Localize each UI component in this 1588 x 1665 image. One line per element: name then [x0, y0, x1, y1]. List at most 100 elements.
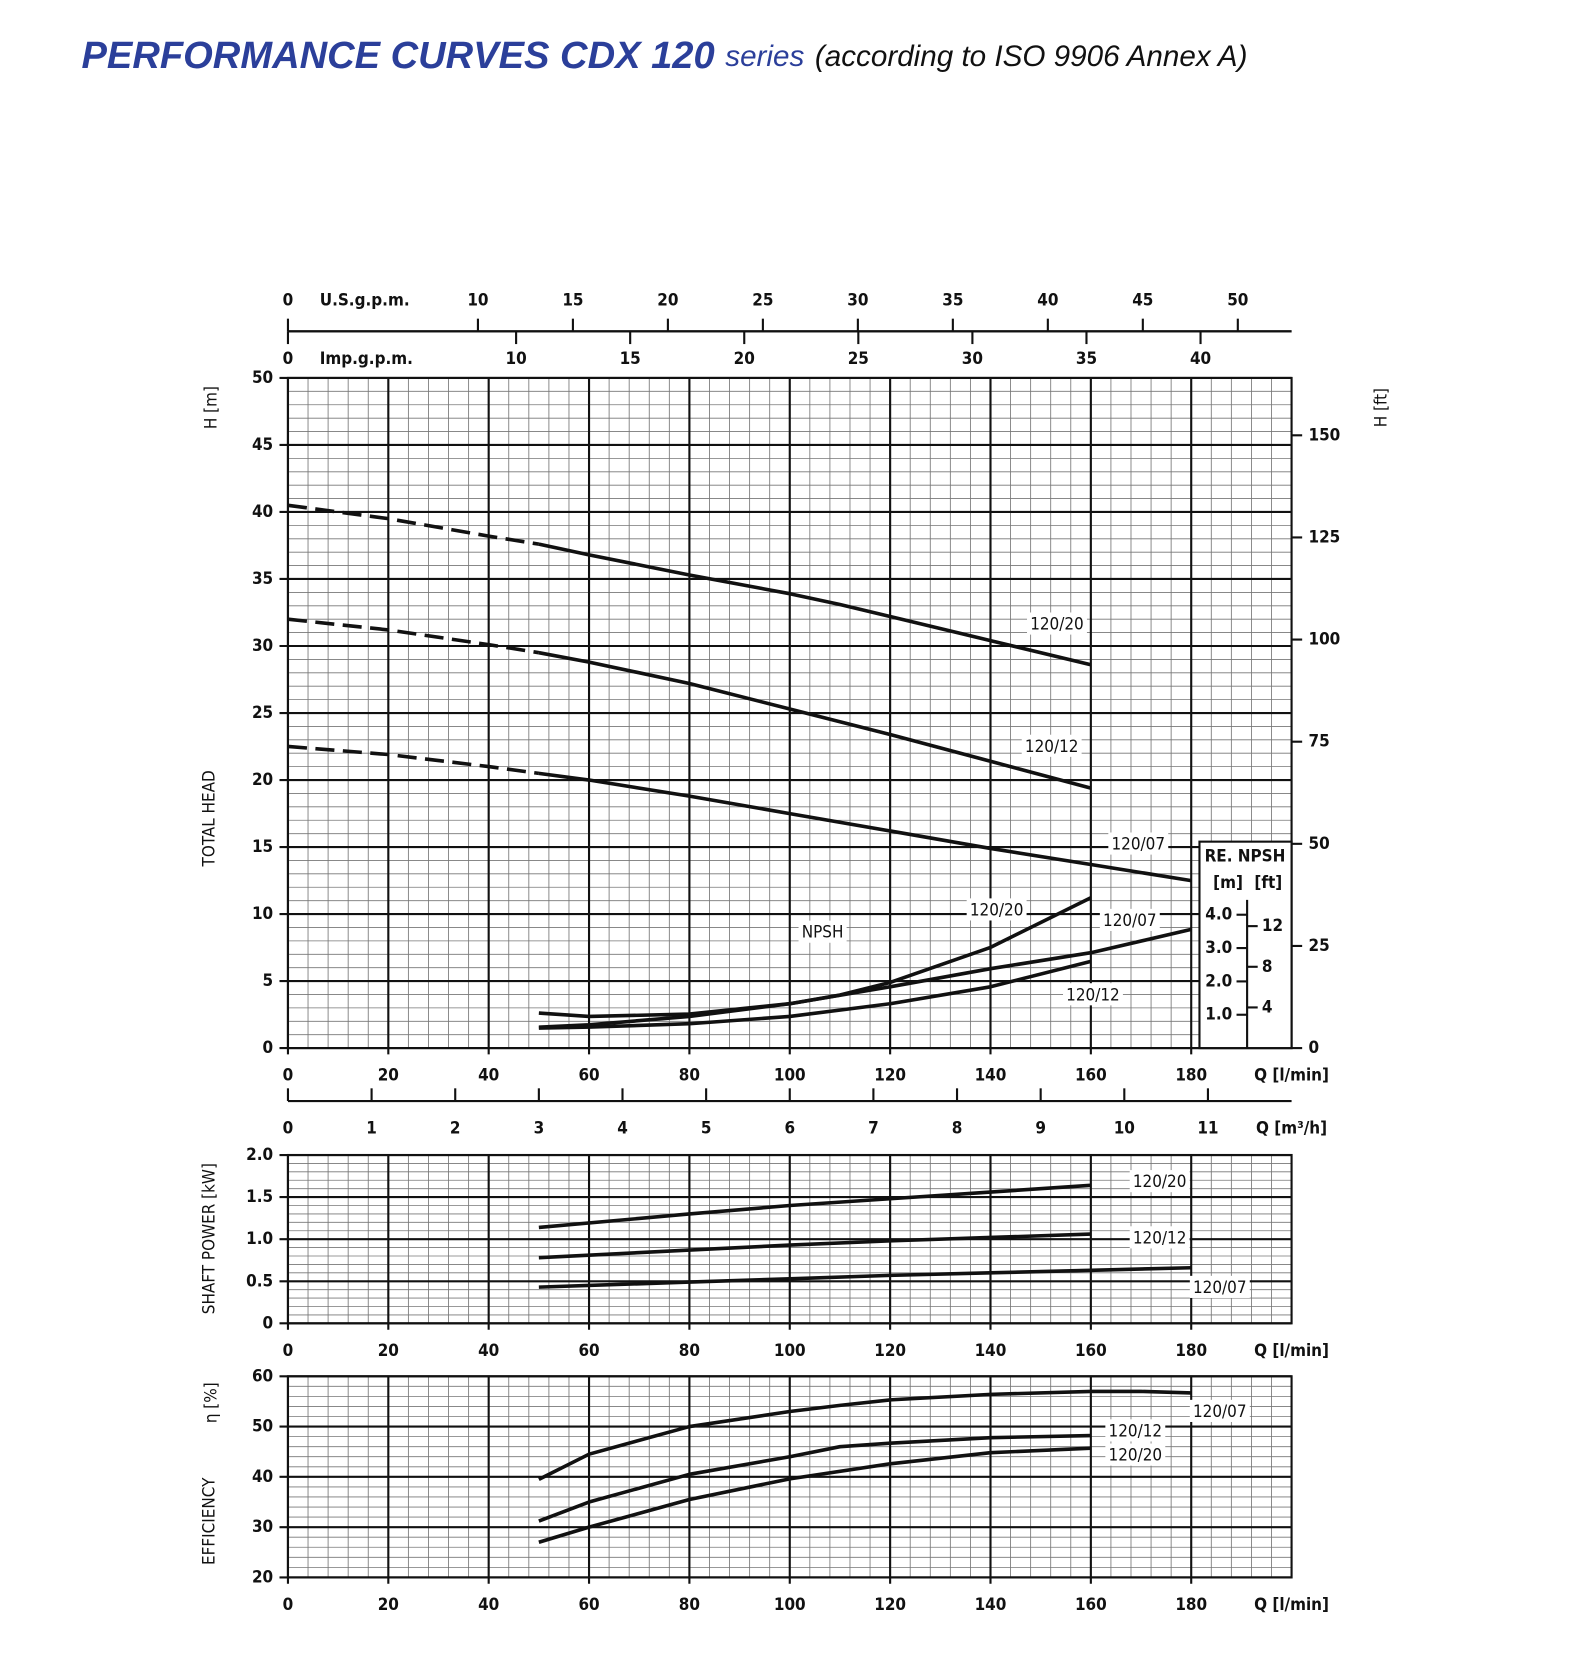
y-tick-label: 30 [252, 1516, 273, 1536]
x-tick-label: 0 [283, 1594, 294, 1614]
y2-axis-label: H [ft] [1371, 388, 1391, 427]
x-tick-label: 80 [679, 1594, 700, 1614]
npsh-ft-tick-label: 8 [1262, 956, 1273, 976]
x-tick-label: 140 [975, 1340, 1007, 1360]
x-tick-label: 180 [1175, 1340, 1207, 1360]
x-tick-label: 160 [1075, 1340, 1107, 1360]
y-tick-label: 20 [252, 769, 273, 789]
x-tick-label: 100 [774, 1594, 806, 1614]
label-background [1129, 1170, 1190, 1193]
npsh-inset-title: RE. NPSH [1205, 845, 1286, 865]
secondary-tick-label: 0 [283, 290, 294, 310]
x-tick-label: 120 [874, 1594, 906, 1614]
series-line [538, 650, 1092, 790]
npsh-m-tick-label: 1.0 [1205, 1004, 1232, 1024]
y-tick-label: 40 [252, 501, 273, 521]
x-tick-label: 40 [478, 1065, 499, 1085]
title-main: PERFORMANCE CURVES CDX 120 [82, 35, 715, 77]
x-tick-label: 160 [1075, 1065, 1107, 1085]
page-title: PERFORMANCE CURVES CDX 120 series (accordi… [82, 35, 1248, 77]
secondary-tick-label: 9 [1035, 1118, 1046, 1138]
secondary-tick-label: 1 [366, 1118, 377, 1138]
y-tick-label: 30 [252, 635, 273, 655]
x-tick-label: 60 [578, 1594, 599, 1614]
series-line [538, 1183, 1091, 1230]
y-tick-label: 1.5 [246, 1186, 273, 1206]
npsh-m-label: [m] [1213, 872, 1243, 892]
series-label: 120/20 [1133, 1171, 1187, 1191]
series-line [538, 1389, 1192, 1481]
npsh-inset [1198, 840, 1293, 1050]
y-tick-label: 35 [252, 568, 273, 588]
x-tick-label: 120 [874, 1340, 906, 1360]
plot-frame [286, 376, 1293, 1050]
x-tick-label: 100 [774, 1340, 806, 1360]
series-label: 120/07 [1111, 834, 1165, 854]
x-axis-label: Q [l/min] [1254, 1065, 1329, 1085]
y-axis-label: EFFICIENCY [199, 1477, 219, 1565]
npsh-ft-tick-label: 12 [1262, 915, 1283, 935]
x-tick-label: 120 [874, 1065, 906, 1085]
series-line [287, 744, 540, 776]
npsh-m-tick-label: 2.0 [1205, 970, 1232, 990]
plot-frame [286, 1375, 1293, 1579]
y-tick-label: 2.0 [246, 1144, 273, 1164]
secondary-tick-label: 20 [657, 290, 678, 310]
secondary-tick-label: 30 [962, 348, 983, 368]
series-line [287, 617, 540, 655]
title-standard: (according to ISO 9906 Annex A) [815, 40, 1248, 73]
npsh-annotation: NPSH [802, 922, 844, 942]
y2-tick-label: 125 [1309, 526, 1341, 546]
series-line [538, 771, 1192, 883]
x-tick-label: 40 [478, 1594, 499, 1614]
secondary-axis-label: Imp.g.p.m. [320, 348, 413, 368]
y2-tick-label: 150 [1309, 424, 1341, 444]
label-background [1189, 1275, 1250, 1298]
secondary-tick-label: 0 [283, 1118, 294, 1138]
npsh-ft-tick-label: 4 [1262, 996, 1273, 1016]
secondary-tick-label: 11 [1197, 1118, 1218, 1138]
secondary-tick-label: 20 [734, 348, 755, 368]
series-line [538, 959, 1092, 1030]
y-axis-label: TOTAL HEAD [199, 770, 219, 867]
series-label: 120/12 [1133, 1227, 1187, 1247]
label-background [1027, 612, 1087, 635]
x-tick-label: 60 [578, 1340, 599, 1360]
label-background [1021, 734, 1082, 757]
x-tick-label: 40 [478, 1340, 499, 1360]
label-background [1108, 832, 1169, 855]
secondary-tick-label: 5 [701, 1118, 712, 1138]
secondary-tick-label: 45 [1132, 290, 1153, 310]
y-tick-label: 45 [252, 434, 273, 454]
secondary-tick-label: 15 [620, 348, 641, 368]
title-series: series [725, 40, 804, 73]
x-tick-label: 160 [1075, 1594, 1107, 1614]
secondary-tick-label: 40 [1037, 290, 1058, 310]
series-label: 120/12 [1066, 984, 1120, 1004]
x-tick-label: 140 [975, 1065, 1007, 1085]
secondary-axis-label: Q [m³/h] [1256, 1118, 1327, 1138]
secondary-tick-label: 0 [283, 348, 294, 368]
y2-tick-label: 75 [1309, 731, 1330, 751]
secondary-tick-label: 15 [562, 290, 583, 310]
y-tick-label: 60 [252, 1365, 273, 1385]
secondary-tick-label: 30 [847, 290, 868, 310]
x-tick-label: 60 [578, 1065, 599, 1085]
series-line [538, 1265, 1192, 1289]
series-label: 120/20 [970, 899, 1024, 919]
x-tick-label: 20 [378, 1340, 399, 1360]
y2-tick-label: 50 [1309, 833, 1330, 853]
y-tick-label: 25 [252, 702, 273, 722]
secondary-tick-label: 2 [450, 1118, 461, 1138]
series-label: 120/20 [1109, 1445, 1163, 1465]
label-background [1189, 1399, 1250, 1422]
x-axis-label: Q [l/min] [1254, 1340, 1329, 1360]
series-label: 120/12 [1025, 736, 1079, 756]
secondary-tick-label: 7 [868, 1118, 879, 1138]
secondary-tick-label: 4 [617, 1118, 628, 1138]
y2-tick-label: 25 [1309, 935, 1330, 955]
series-line [538, 927, 1192, 1019]
x-tick-label: 20 [378, 1065, 399, 1085]
